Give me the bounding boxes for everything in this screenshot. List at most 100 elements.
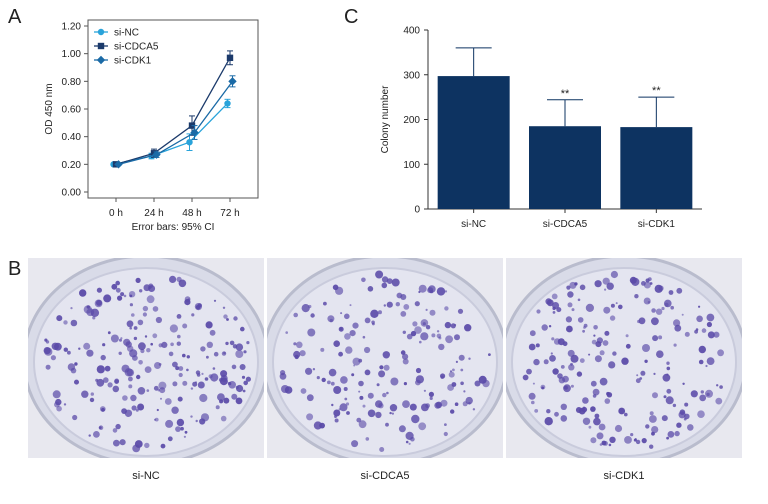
colony [383,304,386,307]
colony [536,309,541,314]
significance-label: ** [561,88,570,100]
colony [448,371,455,378]
colony [361,277,366,283]
colony [176,314,182,319]
colony [115,423,121,430]
y-tick-label: 200 [403,115,420,126]
photo-label-si-nc: si-NC [132,470,160,482]
colony [144,442,150,449]
colony [447,384,454,391]
colony [349,304,352,307]
colony [160,397,162,400]
colony [588,353,591,356]
colony [293,312,298,318]
series-line [118,80,234,165]
colony [577,317,584,323]
colony [359,395,364,400]
colony [570,384,574,388]
colony [440,373,446,379]
colony [331,403,334,407]
legend-label: si-CDCA5 [114,42,159,53]
colony [113,439,120,447]
colony [190,387,194,390]
colony [376,383,380,387]
colony [112,428,118,433]
colony [526,368,532,375]
colony [312,368,316,371]
colony [544,417,553,426]
colony [382,351,390,359]
colony [551,337,555,341]
colony [625,343,631,349]
colony [402,400,410,408]
colony [339,403,348,412]
colony [579,358,585,363]
colony [67,363,76,371]
colony [381,276,389,283]
legend: si-NC si-CDCA5 si-CDK1 [94,28,159,67]
colony [460,368,464,372]
colony [391,412,394,415]
colony [429,309,436,316]
colony [402,353,409,360]
colony [457,308,464,314]
colony [200,346,206,352]
colony [462,401,468,407]
bar-chart-colony-number: 0 100 200 300 400 Colony number si-NC si-CDCA5 *… [380,26,702,230]
colony [420,332,429,341]
series-line [115,57,231,165]
colony [651,308,656,313]
colony [344,397,348,401]
colony [197,381,205,389]
dish-image [506,258,742,458]
colony [296,341,303,349]
colony [321,377,326,383]
colony [595,341,602,348]
colony [112,385,120,393]
colony [581,406,588,413]
colony [367,392,374,399]
colony [126,320,134,328]
colony [177,334,181,339]
colony [213,299,217,302]
colony [344,313,350,320]
colony [531,400,535,405]
colony [583,326,586,329]
colony [358,420,367,429]
colony [119,338,122,342]
colony [150,342,153,346]
colony [403,304,410,310]
colony [450,323,456,329]
colony [563,384,571,393]
colony [606,391,610,396]
x-tick-label: 48 h [182,208,201,219]
colony [444,290,448,293]
colony [406,333,413,340]
colony [522,374,529,381]
colony [699,394,707,402]
colony [592,394,597,398]
colony [158,381,167,390]
colony [138,342,146,351]
colony [307,328,316,337]
colony [719,385,723,389]
colony [570,362,573,366]
panel-label-c: C [344,6,359,28]
colony [119,439,126,446]
colony [235,350,244,358]
colony [334,418,339,423]
colony [67,350,71,355]
colony [582,329,585,333]
colony [293,342,297,346]
colony [674,430,680,437]
colony [327,380,331,385]
colony [549,355,556,362]
colony [402,330,406,334]
colony [666,366,671,371]
colony [133,336,138,341]
marker-diamond [228,77,237,86]
colony [599,443,603,446]
colony [222,306,226,309]
colony [90,392,94,396]
colony [184,296,191,303]
